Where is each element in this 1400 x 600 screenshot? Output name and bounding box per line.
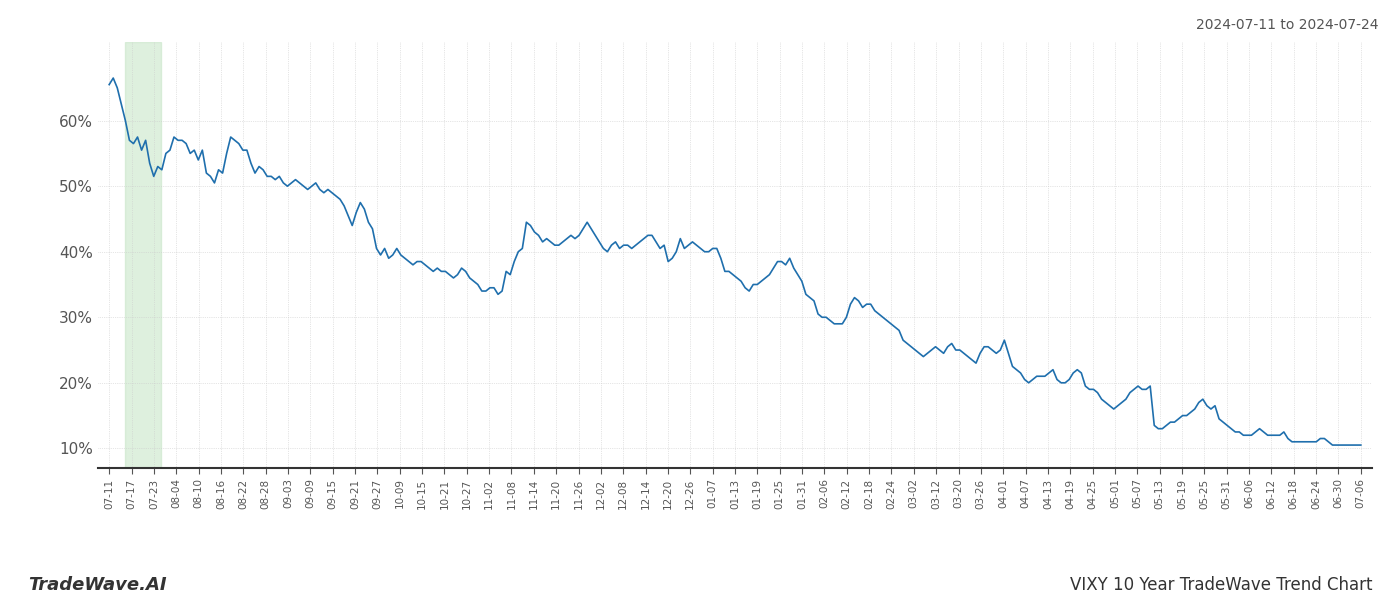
Bar <box>125 42 161 468</box>
Text: TradeWave.AI: TradeWave.AI <box>28 576 167 594</box>
Text: VIXY 10 Year TradeWave Trend Chart: VIXY 10 Year TradeWave Trend Chart <box>1070 576 1372 594</box>
Text: 2024-07-11 to 2024-07-24: 2024-07-11 to 2024-07-24 <box>1197 18 1379 32</box>
